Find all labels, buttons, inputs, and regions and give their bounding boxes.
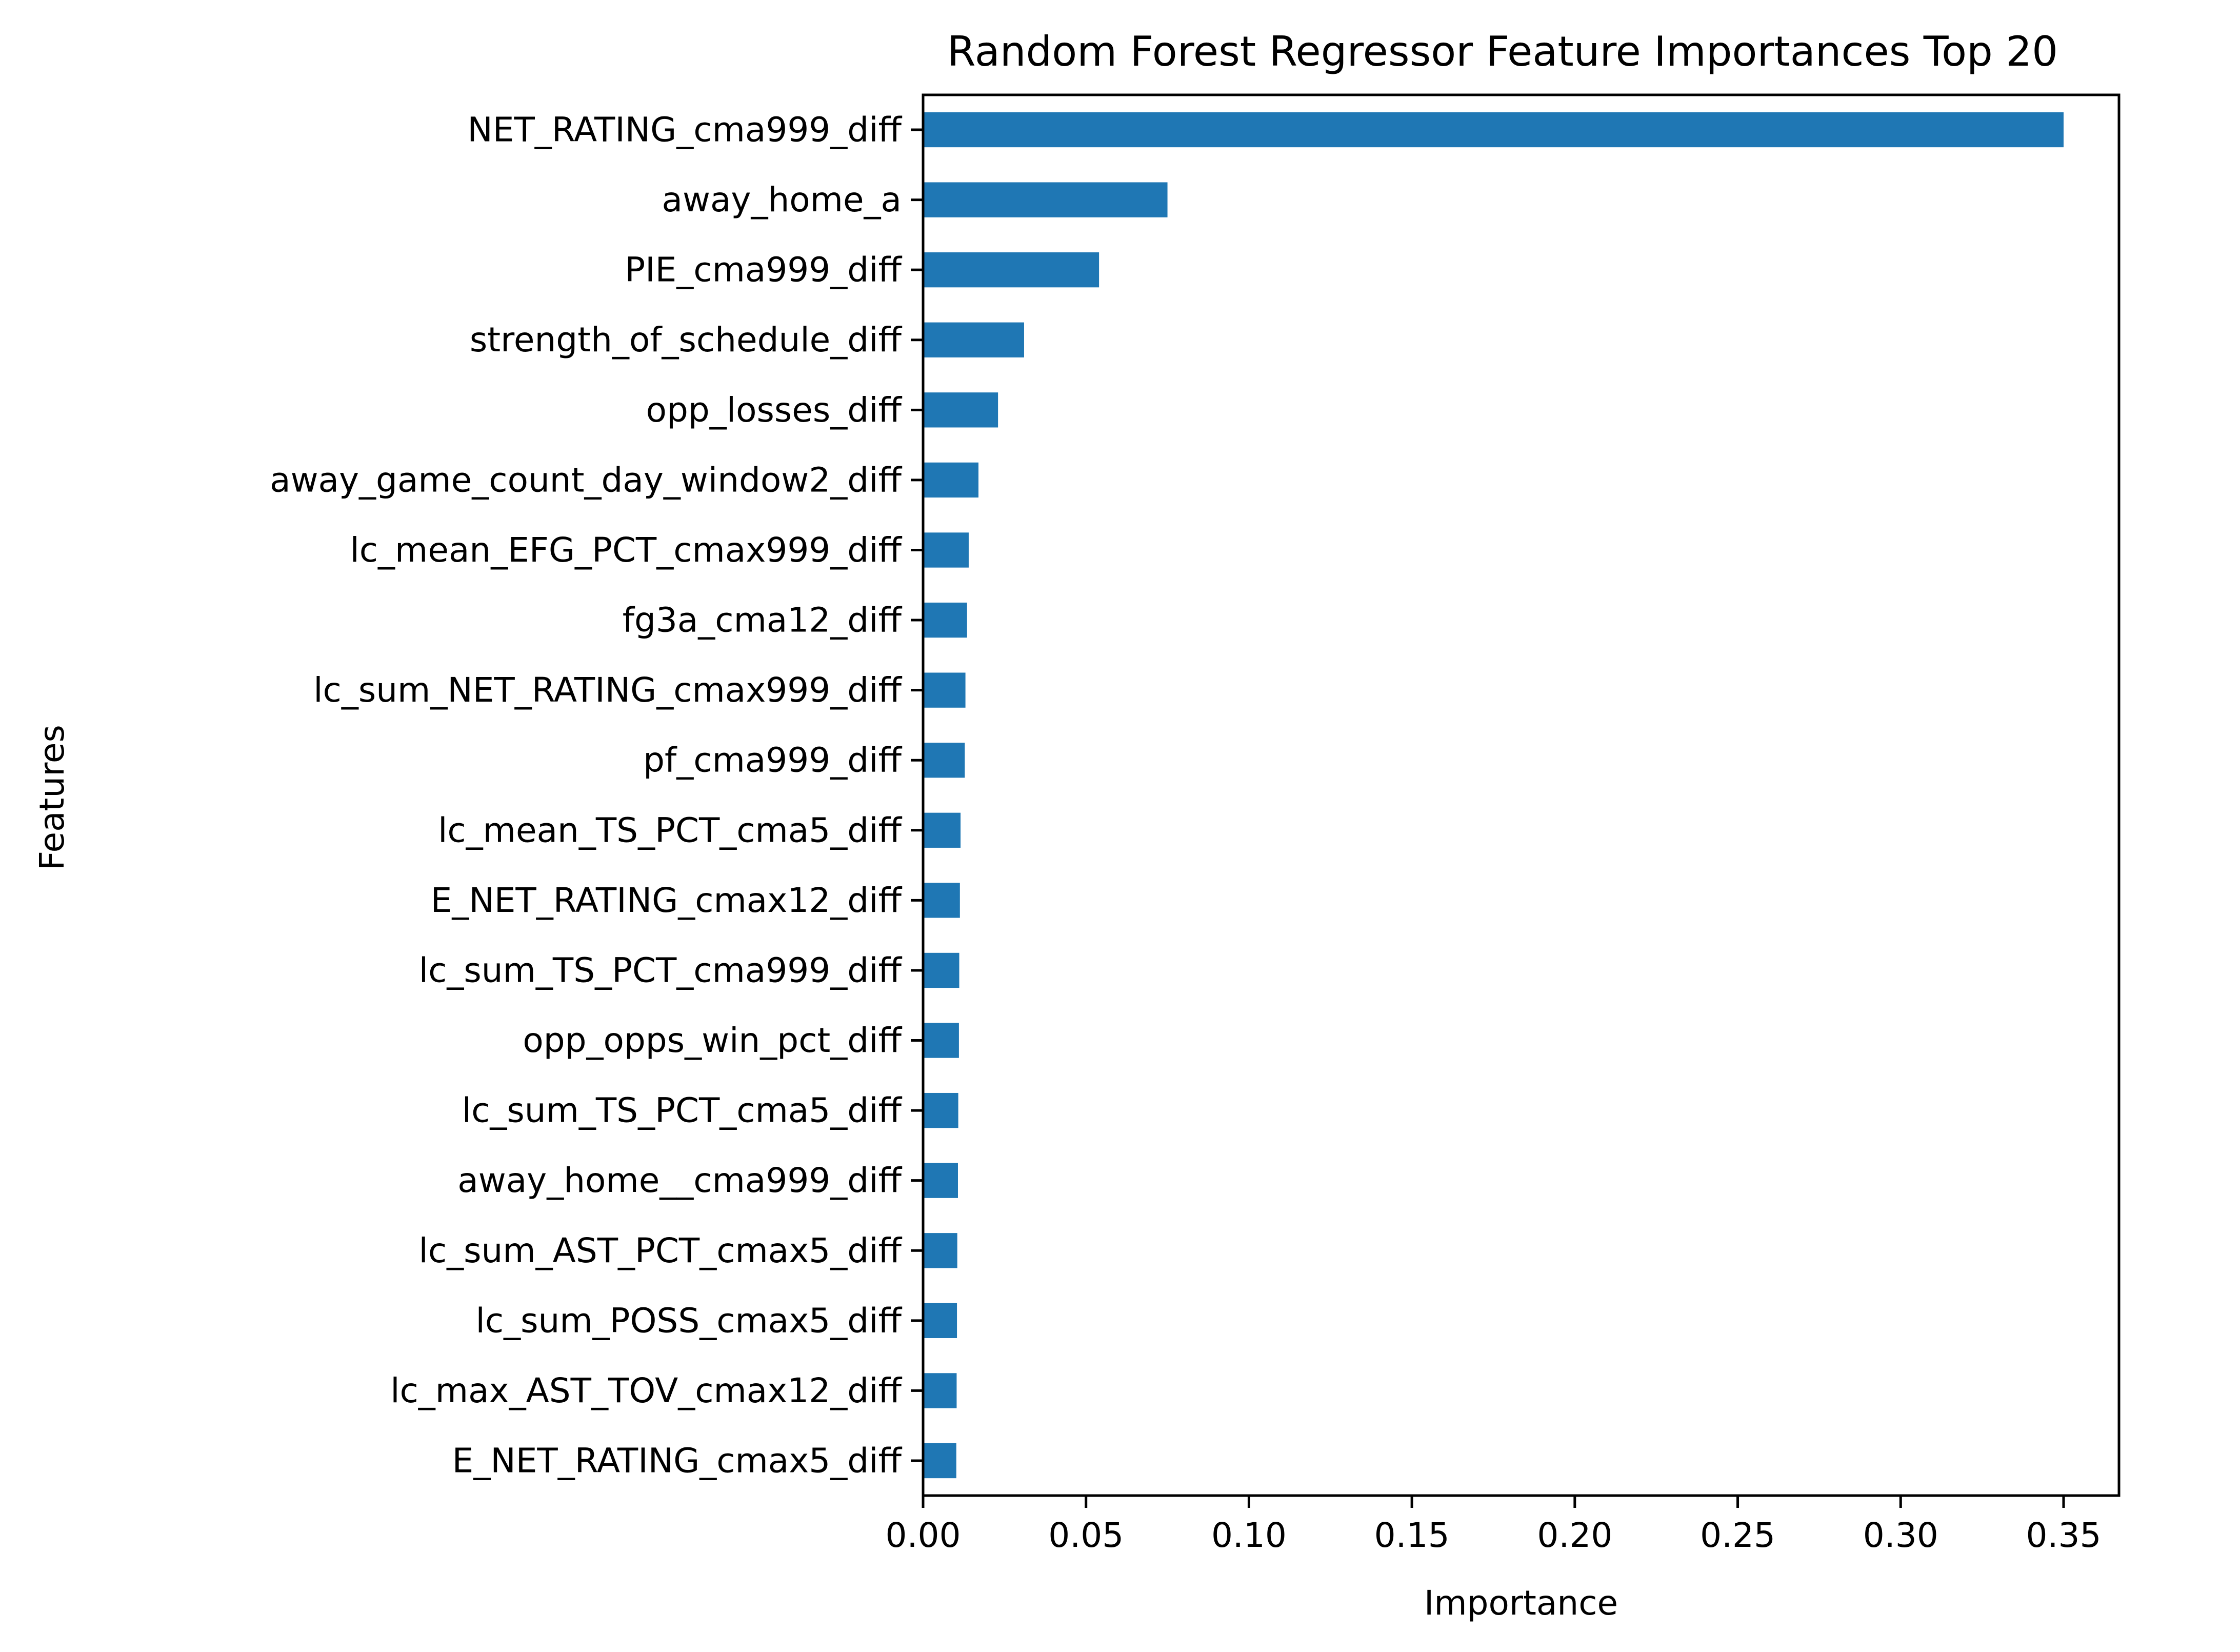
y-tick-label: lc_mean_TS_PCT_cma5_diff — [438, 810, 902, 850]
bars-layer — [923, 112, 2064, 1479]
bar-14 — [923, 1092, 958, 1128]
bar-13 — [923, 1023, 959, 1058]
chart-title: Random Forest Regressor Feature Importan… — [947, 28, 2058, 75]
plot-area-frame — [922, 93, 2121, 1497]
y-tick-label: opp_opps_win_pct_diff — [523, 1021, 902, 1060]
bar-18 — [923, 1373, 957, 1408]
x-tick-label: 0.30 — [1863, 1516, 1938, 1555]
x-tick-label: 0.35 — [2026, 1516, 2102, 1555]
bar-6 — [923, 532, 969, 568]
x-tick-label: 0.20 — [1537, 1516, 1612, 1555]
y-tick-label: E_NET_RATING_cmax5_diff — [452, 1441, 903, 1481]
x-axis-label: Importance — [1424, 1583, 1618, 1623]
y-tick-label: E_NET_RATING_cmax12_diff — [431, 881, 903, 920]
y-tick-label: away_home__cma999_diff — [457, 1161, 902, 1200]
bar-15 — [923, 1163, 958, 1198]
bar-2 — [923, 252, 1099, 288]
y-ticks-layer: NET_RATING_cma999_diff away_home_a PIE_cma… — [270, 110, 923, 1481]
x-tick-label: 0.00 — [886, 1516, 961, 1555]
y-tick-label: away_game_count_day_window2_diff — [270, 460, 902, 500]
bar-10 — [923, 812, 961, 848]
bar-3 — [923, 322, 1024, 357]
bar-9 — [923, 743, 965, 778]
y-tick-label: lc_sum_POSS_cmax5_diff — [476, 1301, 903, 1340]
x-tick-label: 0.25 — [1700, 1516, 1775, 1555]
y-tick-label: lc_mean_EFG_PCT_cmax999_diff — [350, 530, 902, 570]
y-tick-label: away_home_a — [662, 180, 902, 220]
bar-8 — [923, 672, 966, 708]
y-tick-label: lc_sum_NET_RATING_cmax999_diff — [313, 670, 902, 710]
y-tick-label: lc_sum_TS_PCT_cma5_diff — [462, 1091, 903, 1130]
x-tick-label: 0.05 — [1048, 1516, 1124, 1555]
y-tick-label: fg3a_cma12_diff — [623, 601, 903, 640]
bar-7 — [923, 602, 967, 638]
bar-19 — [923, 1443, 956, 1479]
bar-0 — [923, 112, 2064, 148]
y-tick-label: lc_sum_AST_PCT_cmax5_diff — [419, 1231, 903, 1270]
y-tick-label: lc_sum_TS_PCT_cma999_diff — [419, 950, 903, 990]
bar-17 — [923, 1303, 957, 1338]
y-tick-label: PIE_cma999_diff — [625, 250, 902, 290]
bar-1 — [923, 182, 1168, 217]
x-tick-label: 0.10 — [1211, 1516, 1287, 1555]
bar-5 — [923, 462, 979, 498]
bar-12 — [923, 952, 959, 988]
bar-4 — [923, 392, 998, 428]
y-tick-label: strength_of_schedule_diff — [470, 320, 903, 360]
y-tick-label: pf_cma999_diff — [643, 741, 902, 780]
y-tick-label: lc_max_AST_TOV_cmax12_diff — [390, 1371, 902, 1410]
y-axis-label: Features — [32, 725, 72, 870]
x-ticks-layer: 0.00 0.05 0.10 0.15 0.20 0.25 0.30 0.35 — [886, 1496, 2102, 1555]
x-tick-label: 0.15 — [1374, 1516, 1450, 1555]
y-tick-label: opp_losses_diff — [646, 390, 903, 430]
bar-11 — [923, 883, 960, 918]
bar-16 — [923, 1233, 957, 1268]
y-tick-label: NET_RATING_cma999_diff — [467, 110, 902, 150]
